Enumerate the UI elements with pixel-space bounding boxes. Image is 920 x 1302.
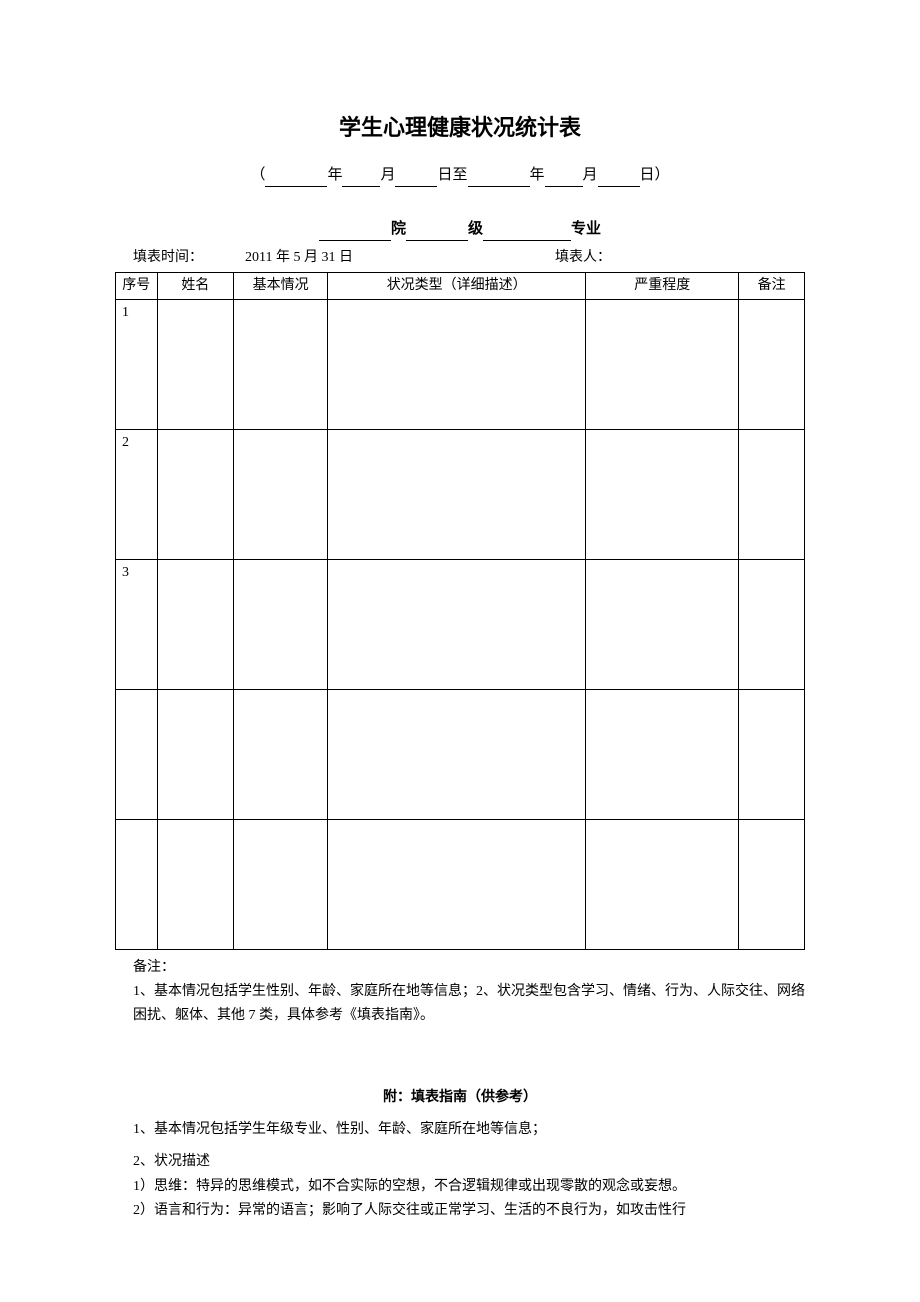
notes-section: 备注： 1、基本情况包括学生性别、年龄、家庭所在地等信息；2、状况类型包含学习、… — [115, 956, 805, 1027]
filler-label: 填表人： — [555, 247, 611, 269]
blank-day-from — [395, 169, 437, 187]
blank-year-to — [468, 169, 530, 187]
cell-basic — [234, 299, 328, 429]
appendix-body: 1、基本情况包括学生年级专业、性别、年龄、家庭所在地等信息； 2、状况描述 1）… — [115, 1118, 805, 1224]
cell-basic — [234, 819, 328, 949]
th-seq: 序号 — [116, 272, 158, 299]
cell-remarks — [739, 429, 805, 559]
appendix-title: 附：填表指南（供参考） — [115, 1087, 805, 1109]
cell-type — [328, 299, 586, 429]
table-row: 3 — [116, 559, 805, 689]
cell-type — [328, 819, 586, 949]
cell-name — [157, 559, 234, 689]
blank-month-from — [342, 169, 380, 187]
appendix-p4: 2）语言和行为：异常的语言；影响了人际交往或正常学习、生活的不良行为，如攻击性行 — [133, 1199, 805, 1224]
table-header-row: 序号 姓名 基本情况 状况类型（详细描述） 严重程度 备注 — [116, 272, 805, 299]
cell-seq: 1 — [116, 299, 158, 429]
appendix-p2: 2、状况描述 — [133, 1150, 805, 1175]
page-title: 学生心理健康状况统计表 — [115, 110, 805, 145]
cell-type — [328, 689, 586, 819]
cell-severity — [586, 689, 739, 819]
cell-remarks — [739, 689, 805, 819]
label-major: 专业 — [571, 221, 601, 237]
th-name: 姓名 — [157, 272, 234, 299]
th-remarks: 备注 — [739, 272, 805, 299]
appendix-p3: 1）思维：特异的思维模式，如不合实际的空想，不合逻辑规律或出现零散的观念或妄想。 — [133, 1175, 805, 1200]
blank-grade — [406, 223, 468, 241]
label-day-to: 日至 — [437, 167, 467, 183]
cell-seq — [116, 689, 158, 819]
cell-remarks — [739, 559, 805, 689]
cell-name — [157, 819, 234, 949]
table-row — [116, 689, 805, 819]
blank-college — [319, 223, 391, 241]
cell-severity — [586, 819, 739, 949]
table-row: 1 — [116, 299, 805, 429]
blank-major — [483, 223, 571, 241]
cell-severity — [586, 429, 739, 559]
label-college: 院 — [391, 221, 406, 237]
fill-date: 2011 年 5 月 31 日 — [245, 247, 555, 269]
th-basic: 基本情况 — [234, 272, 328, 299]
th-severity: 严重程度 — [586, 272, 739, 299]
label-month-to: 月 — [583, 167, 598, 183]
cell-type — [328, 559, 586, 689]
table-row — [116, 819, 805, 949]
cell-basic — [234, 689, 328, 819]
org-line: 院 级 专业 — [115, 217, 805, 241]
notes-line1: 1、基本情况包括学生性别、年龄、家庭所在地等信息；2、状况类型包含学习、情绪、行… — [133, 980, 805, 1028]
cell-remarks — [739, 299, 805, 429]
blank-day-to2 — [598, 169, 640, 187]
date-range-line: （ 年 月 日至 年 月 日） — [115, 163, 805, 187]
blank-month-to — [545, 169, 583, 187]
cell-seq — [116, 819, 158, 949]
paren-open: （ — [250, 167, 265, 183]
blank-year-from — [265, 169, 327, 187]
label-month-from: 月 — [380, 167, 395, 183]
meta-line: 填表时间： 2011 年 5 月 31 日 填表人： — [115, 247, 805, 269]
fill-time-label: 填表时间： — [133, 247, 245, 269]
cell-severity — [586, 559, 739, 689]
appendix-p1: 1、基本情况包括学生年级专业、性别、年龄、家庭所在地等信息； — [133, 1118, 805, 1143]
notes-label: 备注： — [133, 956, 805, 980]
cell-severity — [586, 299, 739, 429]
label-grade: 级 — [468, 221, 483, 237]
cell-remarks — [739, 819, 805, 949]
label-year-from: 年 — [327, 167, 342, 183]
cell-type — [328, 429, 586, 559]
th-type: 状况类型（详细描述） — [328, 272, 586, 299]
stats-table: 序号 姓名 基本情况 状况类型（详细描述） 严重程度 备注 123 — [115, 272, 805, 950]
cell-name — [157, 689, 234, 819]
label-year-to: 年 — [530, 167, 545, 183]
cell-seq: 3 — [116, 559, 158, 689]
table-row: 2 — [116, 429, 805, 559]
cell-basic — [234, 429, 328, 559]
cell-seq: 2 — [116, 429, 158, 559]
cell-basic — [234, 559, 328, 689]
cell-name — [157, 299, 234, 429]
cell-name — [157, 429, 234, 559]
label-day-close: 日） — [640, 167, 670, 183]
